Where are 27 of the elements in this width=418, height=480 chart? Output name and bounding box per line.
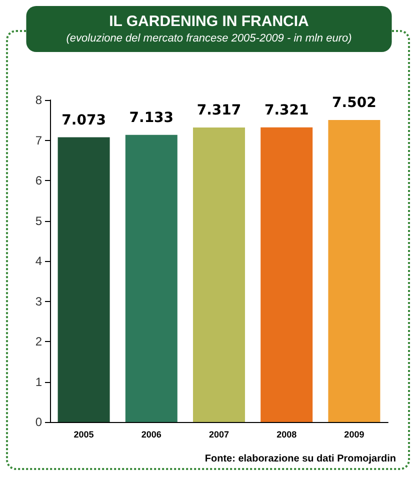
data-label: 7.502 <box>332 95 376 112</box>
x-tick-label: 2007 <box>208 430 230 440</box>
y-tick-label: 0 <box>35 415 42 429</box>
y-tick-label: 6 <box>35 174 42 188</box>
data-label: 7.073 <box>62 112 106 128</box>
y-tick-label: 4 <box>35 254 42 268</box>
y-tick-label: 5 <box>35 214 42 228</box>
bar <box>58 137 110 422</box>
source-note: Fonte: elaborazione su dati Promojardin <box>204 454 396 464</box>
y-tick-label: 1 <box>35 374 42 389</box>
bar <box>260 127 313 422</box>
y-tick-label: 7 <box>35 133 42 148</box>
x-tick-label: 2006 <box>141 430 162 440</box>
bar <box>193 127 245 422</box>
data-label: 7.321 <box>264 102 309 118</box>
bar <box>125 134 178 422</box>
data-label: 7.317 <box>196 102 242 118</box>
bar <box>328 120 380 422</box>
chart-subtitle: (evoluzione del mercato francese 2005-2009 - in mln euro) <box>66 32 352 44</box>
y-tick-label: 8 <box>35 93 42 107</box>
x-tick-label: 2009 <box>344 430 364 440</box>
chart-title: IL GARDENING IN FRANCIA <box>109 13 310 30</box>
y-tick-label: 3 <box>35 294 42 308</box>
x-tick-label: 2005 <box>74 430 94 440</box>
data-label: 7.133 <box>129 110 174 126</box>
x-tick-label: 2008 <box>276 430 297 440</box>
y-tick-label: 2 <box>35 334 42 348</box>
